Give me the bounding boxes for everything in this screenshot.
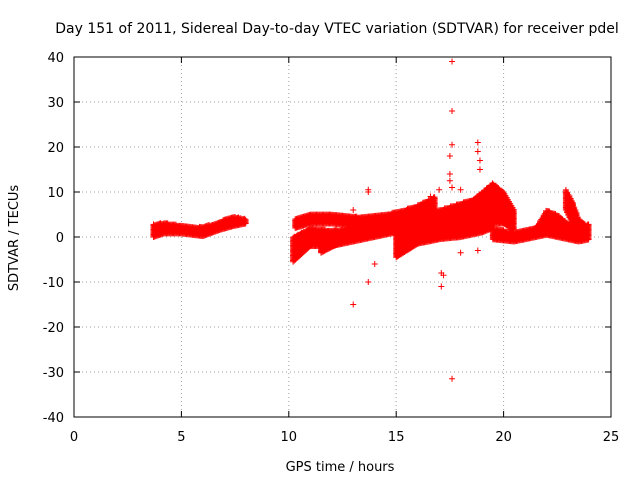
- data-points: [150, 58, 592, 382]
- data-point: [242, 216, 249, 223]
- chart-title: Day 151 of 2011, Sidereal Day-to-day VTE…: [55, 21, 619, 37]
